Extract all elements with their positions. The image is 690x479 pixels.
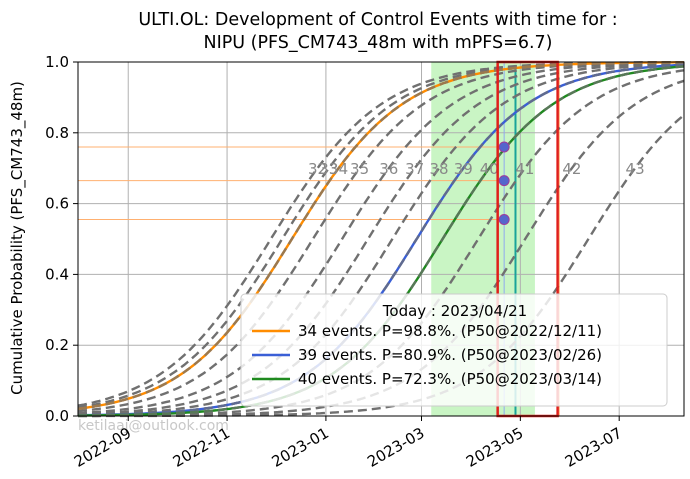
curve-label-42: 42 [562,160,581,178]
today-point-1 [498,175,510,187]
curve-label-43: 43 [626,160,645,178]
series-34-dash [77,61,684,411]
today-point-2 [498,214,510,226]
y-tick-label-1.0: 1.0 [45,53,69,71]
y-tick-label-0.4: 0.4 [45,265,69,283]
curve-label-41: 41 [515,160,534,178]
y-tick-label-0.0: 0.0 [45,407,69,425]
curve-label-38: 38 [429,160,448,178]
legend-entries: 34 events. P=98.8%. (P50@2022/12/11) 39 e… [252,322,602,388]
y-tick-label-0.6: 0.6 [45,195,69,213]
chart-title: ULTI.OL: Development of Control Events w… [138,10,617,53]
y-axis-ticks: 0.0 0.2 0.4 0.6 0.8 1.0 [45,53,78,425]
legend-label-2: 40 events. P=72.3%. (P50@2023/03/14) [298,370,602,388]
y-tick-label-0.8: 0.8 [45,124,69,142]
curve-label-35: 35 [350,160,369,178]
x-tick-label-2023-07: 2023-07 [562,424,625,471]
legend-label-0: 34 events. P=98.8%. (P50@2022/12/11) [298,322,602,340]
y-axis-label: Cumulative Probability (PFS_CM743_48m) [8,81,27,395]
curve-label-36: 36 [379,160,398,178]
legend-title: Today : 2023/04/21 [382,302,527,320]
curve-label-40: 40 [480,160,499,178]
curve-label-32: 32 [308,160,327,178]
x-tick-label-2023-01: 2023-01 [269,424,332,471]
watermark: ketilaaj@outlook.com [78,418,229,434]
title-line-1: ULTI.OL: Development of Control Events w… [138,10,617,30]
probability-guide-lines [78,146,505,221]
curve-38 [78,62,685,416]
x-tick-label-2023-03: 2023-03 [364,424,427,471]
x-tick-label-2023-05: 2023-05 [463,424,526,471]
curve-label-39: 39 [454,160,473,178]
plot-frame [77,61,685,417]
y-tick-label-0.2: 0.2 [45,336,69,354]
today-points [498,141,510,226]
curve-36 [77,61,685,415]
curve-37 [77,61,685,416]
curve-label-33: 33 [319,160,338,178]
legend-label-1: 39 events. P=80.9%. (P50@2023/02/26) [298,346,602,364]
series-39-dash [78,63,685,417]
curve-label-34: 34 [329,160,348,178]
legend: Today : 2023/04/21 34 events. P=98.8%. (… [240,293,668,407]
title-line-2: NIPU (PFS_CM743_48m with mPFS=6.7) [203,33,552,53]
today-point-0 [498,141,510,153]
legend-box [240,293,668,407]
curve-label-37: 37 [405,160,424,178]
